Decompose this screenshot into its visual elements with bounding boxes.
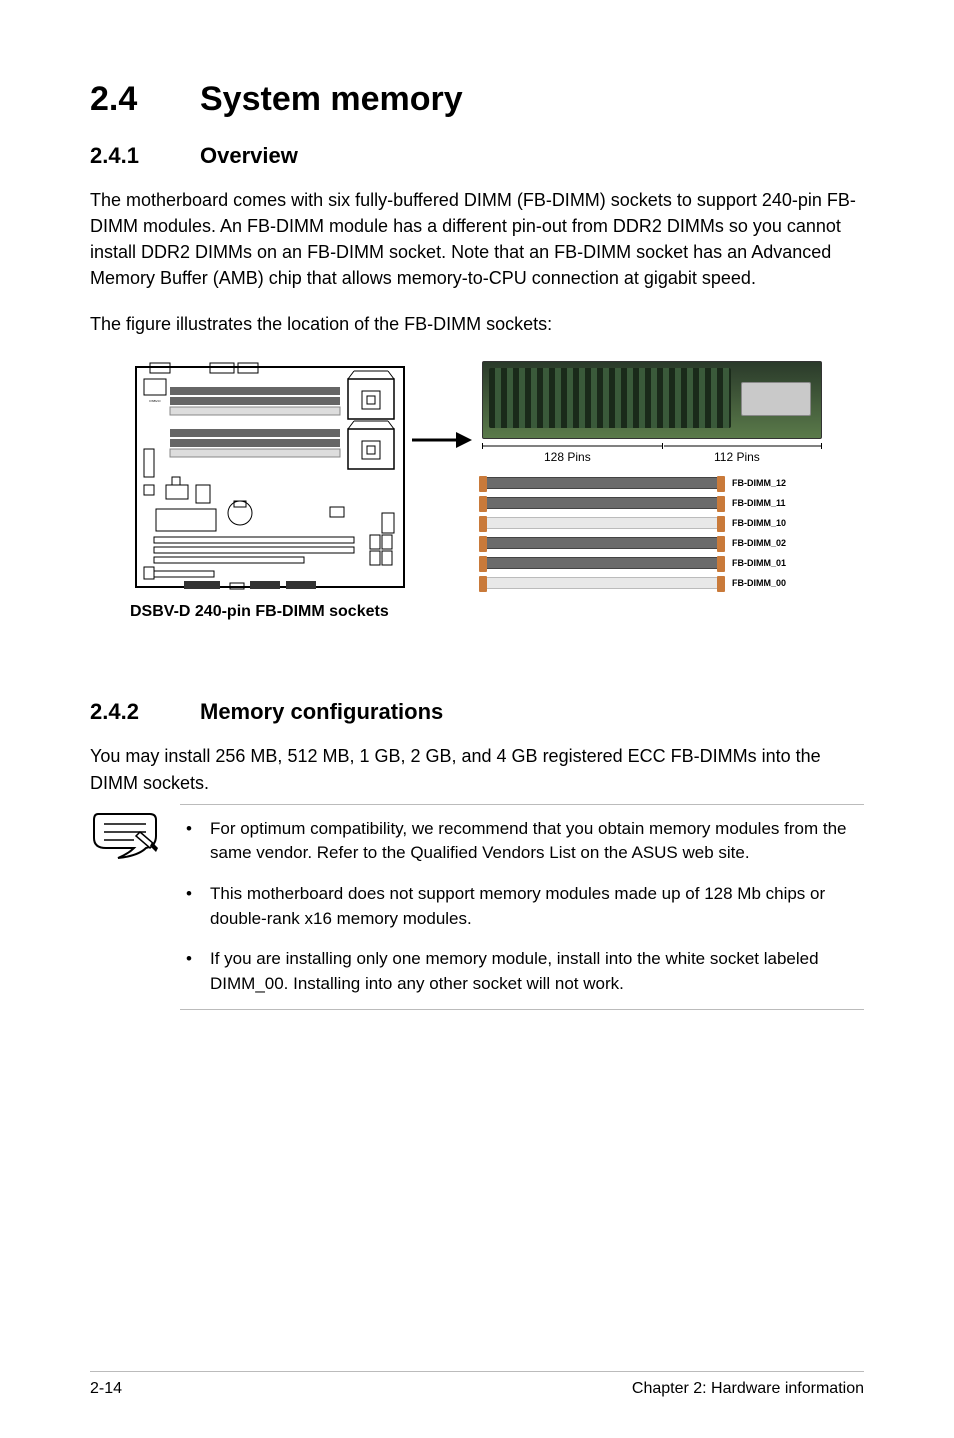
arrow-icon bbox=[412, 430, 472, 455]
dimm-slot bbox=[482, 557, 722, 569]
motherboard-diagram: DSBV-D bbox=[130, 357, 410, 597]
note-list: •For optimum compatibility, we recommend… bbox=[180, 804, 864, 1010]
dimm-slot bbox=[482, 517, 722, 529]
note-block: •For optimum compatibility, we recommend… bbox=[90, 804, 864, 1010]
bullet-icon: • bbox=[180, 882, 210, 931]
dimm-slot-label: FB-DIMM_10 bbox=[732, 518, 822, 528]
page-footer: 2-14 Chapter 2: Hardware information bbox=[90, 1371, 864, 1398]
note-icon bbox=[90, 804, 180, 1010]
dimm-slot-stack: FB-DIMM_12 FB-DIMM_11 FB-DIMM_10 FB-DIMM… bbox=[482, 473, 822, 593]
note-item: •For optimum compatibility, we recommend… bbox=[180, 817, 864, 866]
dimm-slot-row: FB-DIMM_11 bbox=[482, 493, 822, 513]
pins-right-label: 112 Pins bbox=[714, 450, 760, 464]
overview-para-2: The figure illustrates the location of t… bbox=[90, 311, 864, 337]
dimm-slot-row: FB-DIMM_00 bbox=[482, 573, 822, 593]
overview-heading: 2.4.1Overview bbox=[90, 143, 864, 169]
memcfg-intro: You may install 256 MB, 512 MB, 1 GB, 2 … bbox=[90, 743, 864, 795]
dimm-slot-row: FB-DIMM_12 bbox=[482, 473, 822, 493]
ram-amb-chip bbox=[741, 382, 811, 416]
ram-module-photo bbox=[482, 361, 822, 439]
ram-pin-scale: 128 Pins 112 Pins bbox=[482, 443, 822, 465]
dimm-slot bbox=[482, 537, 722, 549]
note-text: For optimum compatibility, we recommend … bbox=[210, 817, 864, 866]
dimm-slot-label: FB-DIMM_12 bbox=[732, 478, 822, 488]
ram-column: 128 Pins 112 Pins FB-DIMM_12 FB-DIMM_11 … bbox=[482, 361, 822, 593]
dimm-slot bbox=[482, 497, 722, 509]
figure: DSBV-D bbox=[130, 357, 864, 597]
svg-text:DSBV-D: DSBV-D bbox=[149, 399, 161, 403]
note-item: •If you are installing only one memory m… bbox=[180, 947, 864, 996]
dimm-slot-label: FB-DIMM_00 bbox=[732, 578, 822, 588]
figure-caption: DSBV-D 240-pin FB-DIMM sockets bbox=[130, 603, 864, 621]
overview-number: 2.4.1 bbox=[90, 143, 200, 169]
memcfg-number: 2.4.2 bbox=[90, 699, 200, 725]
memcfg-heading: 2.4.2Memory configurations bbox=[90, 699, 864, 725]
section-number: 2.4 bbox=[90, 80, 200, 119]
overview-para-1: The motherboard comes with six fully-buf… bbox=[90, 187, 864, 291]
dimm-slot-row: FB-DIMM_01 bbox=[482, 553, 822, 573]
footer-chapter: Chapter 2: Hardware information bbox=[632, 1380, 864, 1398]
overview-title: Overview bbox=[200, 143, 298, 168]
dimm-slot-label: FB-DIMM_11 bbox=[732, 498, 822, 508]
dimm-slot-row: FB-DIMM_02 bbox=[482, 533, 822, 553]
note-text: If you are installing only one memory mo… bbox=[210, 947, 864, 996]
note-item: •This motherboard does not support memor… bbox=[180, 882, 864, 931]
dimm-slot-label: FB-DIMM_01 bbox=[732, 558, 822, 568]
bullet-icon: • bbox=[180, 817, 210, 866]
section-title: System memory bbox=[200, 80, 463, 118]
note-text: This motherboard does not support memory… bbox=[210, 882, 864, 931]
dimm-slot-label: FB-DIMM_02 bbox=[732, 538, 822, 548]
pins-left-label: 128 Pins bbox=[544, 450, 591, 464]
memcfg-title: Memory configurations bbox=[200, 699, 443, 724]
dimm-slot bbox=[482, 577, 722, 589]
footer-page-number: 2-14 bbox=[90, 1380, 122, 1398]
page: 2.4System memory 2.4.1Overview The mothe… bbox=[0, 0, 954, 1438]
bullet-icon: • bbox=[180, 947, 210, 996]
dimm-slot-row: FB-DIMM_10 bbox=[482, 513, 822, 533]
section-heading: 2.4System memory bbox=[90, 80, 864, 119]
dimm-slot bbox=[482, 477, 722, 489]
